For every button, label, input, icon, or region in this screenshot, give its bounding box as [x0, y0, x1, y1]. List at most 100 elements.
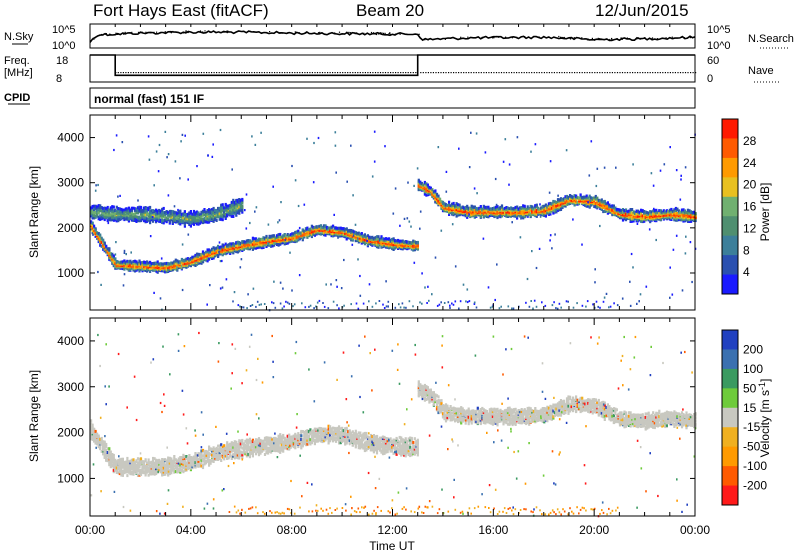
range-cell: [179, 260, 182, 264]
nsearch-point: [467, 36, 469, 38]
range-cell: [629, 218, 632, 222]
y-tick-label: 2000: [57, 221, 84, 235]
range-cell: [155, 219, 158, 223]
nave-point: [153, 72, 155, 74]
nave-point: [379, 72, 382, 74]
nsearch-point: [349, 32, 351, 34]
nave-point: [180, 72, 182, 74]
range-cell: [448, 200, 451, 204]
range-cell: [490, 211, 493, 214]
range-cell: [303, 232, 306, 236]
range-cell: [142, 219, 146, 223]
nave-point: [193, 72, 195, 74]
echo-cell: [272, 302, 275, 305]
range-cell: [564, 204, 567, 208]
range-cell: [502, 207, 505, 211]
range-cell: [322, 224, 326, 228]
range-cell: [650, 212, 653, 216]
range-cell: [500, 213, 504, 217]
range-cell: [123, 212, 126, 216]
range-cell: [238, 205, 241, 209]
range-cell: [544, 214, 547, 218]
range-cell: [680, 210, 684, 214]
range-cell: [519, 206, 522, 210]
range-cell: [338, 231, 341, 235]
range-cell: [99, 206, 102, 210]
range-cell: [161, 269, 164, 273]
range-cell: [506, 210, 510, 214]
range-cell: [332, 234, 335, 238]
range-cell: [668, 214, 671, 218]
range-cell: [173, 266, 176, 269]
nave-point: [279, 72, 281, 74]
nsearch-point: [94, 37, 96, 39]
echo-cell: [196, 165, 198, 168]
nsearch-point: [683, 37, 685, 39]
range-cell: [153, 261, 156, 265]
range-cell: [139, 209, 143, 213]
range-cell: [97, 204, 100, 208]
range-cell: [218, 209, 221, 213]
range-cell: [100, 209, 103, 213]
range-cell: [627, 212, 631, 216]
range-cell: [397, 238, 400, 242]
nave-point: [203, 72, 205, 74]
range-cell: [200, 261, 203, 265]
range-cell: [204, 252, 208, 256]
echo-cell: [113, 148, 115, 152]
echo-cell: [219, 260, 222, 263]
range-cell: [572, 195, 575, 199]
nsearch-point: [124, 31, 126, 33]
range-cell: [136, 206, 140, 210]
range-cell: [658, 217, 661, 221]
nave-point: [304, 72, 306, 74]
range-cell: [484, 214, 487, 218]
range-cell: [235, 202, 238, 205]
range-cell: [609, 204, 612, 208]
range-cell: [599, 202, 602, 205]
range-cell: [93, 211, 96, 215]
range-cell: [212, 210, 215, 214]
echo-cell: [669, 296, 671, 299]
echo-cell: [336, 285, 338, 288]
range-cell: [159, 262, 162, 266]
range-cell: [177, 260, 180, 264]
echo-cell: [632, 266, 634, 269]
range-cell: [177, 210, 180, 214]
range-cell: [152, 218, 155, 222]
range-cell: [652, 209, 655, 213]
range-cell: [295, 234, 298, 238]
range-cell: [90, 214, 93, 218]
nave-point: [596, 72, 598, 74]
range-cell: [476, 207, 479, 211]
echo-cell: [468, 166, 471, 169]
range-cell: [369, 242, 372, 246]
nsearch-point: [170, 31, 172, 33]
echo-cell: [659, 169, 662, 172]
nave-point: [435, 72, 437, 74]
range-cell: [105, 212, 108, 216]
range-cell: [195, 222, 199, 226]
range-cell: [641, 214, 644, 218]
range-cell: [176, 211, 179, 215]
nsearch-point: [672, 37, 674, 40]
nave-point: [432, 72, 434, 74]
range-cell: [117, 219, 120, 223]
range-cell: [267, 243, 270, 247]
range-cell: [632, 210, 635, 214]
range-cell: [168, 262, 171, 266]
range-cell: [208, 210, 211, 214]
range-cell: [200, 252, 203, 256]
echo-cell: [305, 228, 308, 231]
range-cell: [466, 213, 469, 217]
echo-cell: [122, 284, 125, 287]
range-cell: [525, 207, 528, 211]
nave-point: [274, 72, 276, 74]
range-cell: [135, 218, 138, 222]
nave-point: [170, 72, 172, 74]
echo-cell: [121, 141, 124, 144]
echo-cell: [466, 288, 469, 291]
range-cell: [247, 245, 250, 249]
range-cell: [117, 207, 120, 210]
range-cell: [230, 242, 233, 246]
